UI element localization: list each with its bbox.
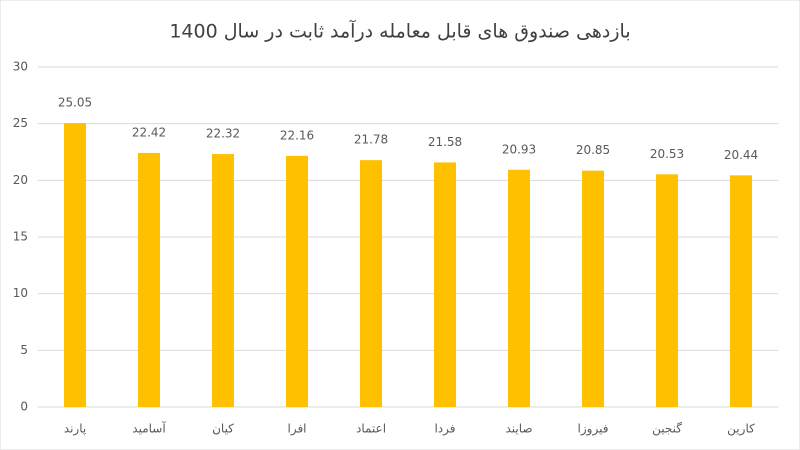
bar <box>360 160 382 407</box>
y-tick-label: 15 <box>13 230 28 244</box>
x-tick-label: کارین <box>727 422 755 437</box>
y-tick-label: 30 <box>13 60 28 74</box>
y-tick-label: 20 <box>13 173 28 187</box>
bar <box>508 169 530 407</box>
data-label: 20.44 <box>724 148 758 162</box>
bar <box>730 175 752 407</box>
y-tick-label: 10 <box>13 286 28 300</box>
y-tick-label: 25 <box>13 116 28 130</box>
x-tick-label: پارند <box>64 422 86 437</box>
data-label: 21.78 <box>354 133 388 147</box>
x-tick-label: صایند <box>505 422 532 436</box>
x-tick-label: گنجین <box>652 422 682 437</box>
data-label: 20.93 <box>502 142 536 156</box>
data-label: 25.05 <box>58 96 92 110</box>
data-label: 22.16 <box>280 128 314 142</box>
data-label: 20.85 <box>576 143 610 157</box>
x-tick-label: فیروزا <box>578 422 609 437</box>
data-label: 20.53 <box>650 147 684 161</box>
chart-title: بازدهی صندوق های قابل معامله درآمد ثابت … <box>169 19 630 43</box>
x-tick-label: فردا <box>434 422 455 437</box>
bar <box>434 162 456 407</box>
x-tick-label: افرا <box>287 422 306 437</box>
data-label: 21.58 <box>428 135 462 149</box>
bar <box>138 152 160 407</box>
x-tick-label: اعتماد <box>356 422 386 436</box>
y-tick-label: 5 <box>20 343 28 357</box>
data-label: 22.32 <box>206 127 240 141</box>
bar <box>656 174 678 407</box>
x-tick-label: کیان <box>212 422 234 436</box>
y-tick-label: 0 <box>20 400 28 414</box>
bar <box>286 155 308 407</box>
bar <box>582 170 604 407</box>
x-tick-label: آسامید <box>132 421 166 436</box>
data-label: 22.42 <box>132 125 166 139</box>
bar <box>64 123 86 407</box>
bar <box>212 154 234 407</box>
